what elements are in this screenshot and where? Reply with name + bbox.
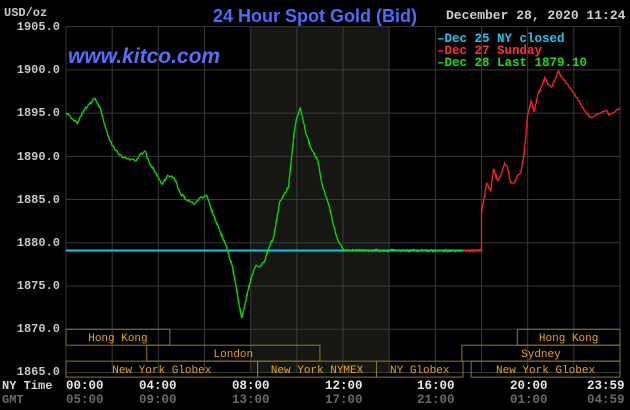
svg-text:London: London — [214, 349, 254, 361]
svg-text:New York Globex: New York Globex — [496, 365, 595, 377]
svg-text:New York NYMEX: New York NYMEX — [271, 365, 364, 377]
svg-text:Hong Kong: Hong Kong — [88, 333, 147, 345]
svg-text:NY Globex: NY Globex — [390, 365, 450, 377]
svg-text:New York Globex: New York Globex — [112, 365, 211, 377]
svg-text:Sydney: Sydney — [521, 349, 561, 361]
svg-text:Hong Kong: Hong Kong — [539, 333, 598, 345]
